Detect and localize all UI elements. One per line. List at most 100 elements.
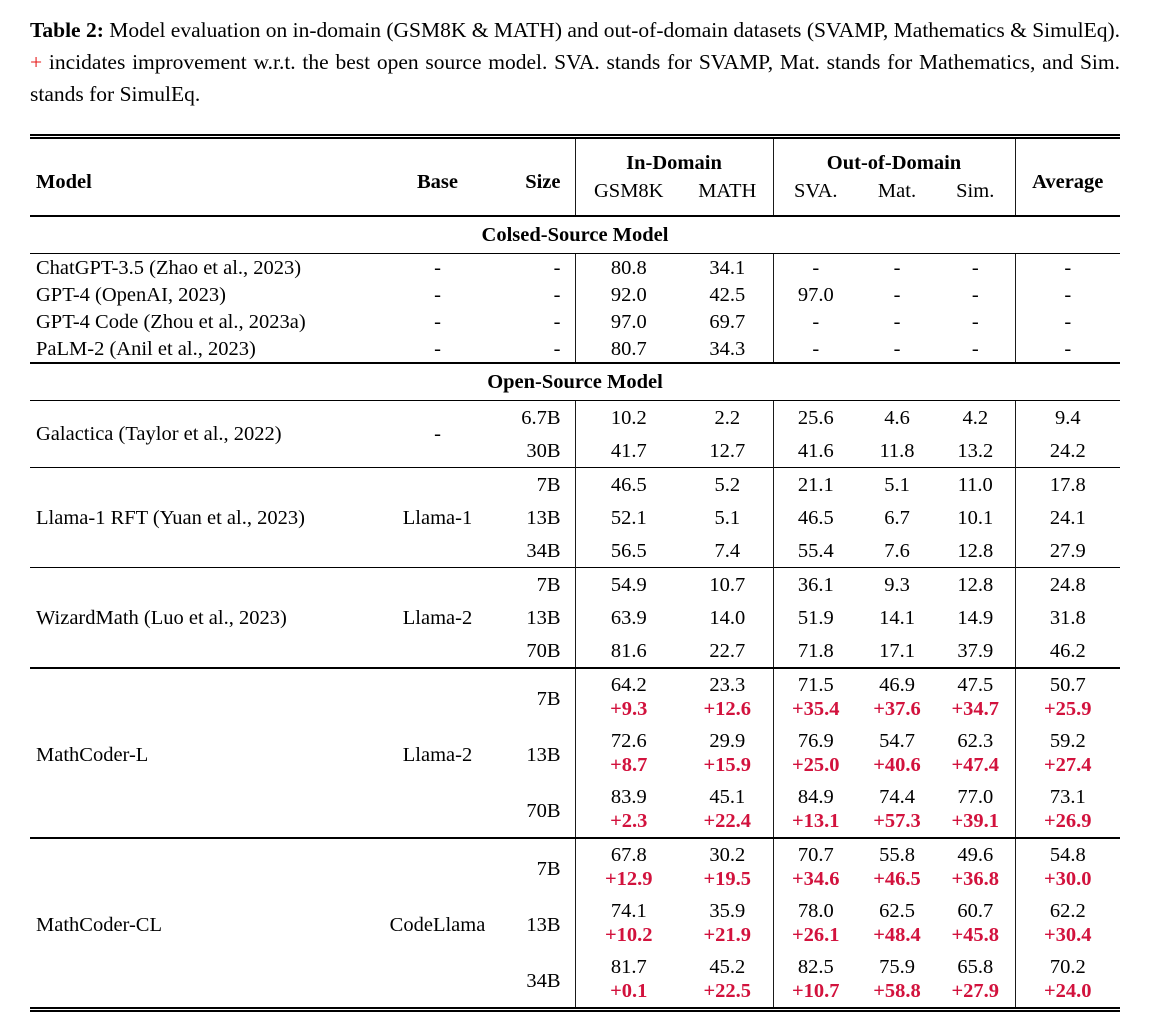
score-value: 69.7 <box>682 308 774 335</box>
table-body: Colsed-Source Model ChatGPT-3.5 (Zhao et … <box>30 216 1120 1010</box>
score-value: 46.2 <box>1049 639 1086 662</box>
model-name: MathCoder-L <box>36 744 149 766</box>
score-value: 73.1 <box>1049 786 1086 808</box>
delta-row: +2.3 +22.4 +13.1 +57.3 +39.1 +26.9 <box>30 809 1120 838</box>
score-value: 62.3 <box>936 725 1016 753</box>
score-value: 70.2 <box>1049 956 1086 978</box>
score-delta: +26.9 <box>1043 810 1092 832</box>
delta-row: +12.9 +19.5 +34.6 +46.5 +36.8 +30.0 <box>30 867 1120 895</box>
score-value: 14.1 <box>879 606 915 629</box>
score-value: - <box>936 308 1016 335</box>
delta-row: +0.1 +22.5 +10.7 +58.8 +27.9 +24.0 <box>30 979 1120 1010</box>
column-header-size: Size <box>500 136 576 216</box>
table-row: 70B 83.9 45.1 84.9 74.4 77.0 73.1 <box>30 781 1120 838</box>
base-model: - <box>434 337 441 360</box>
table-row: 30B 41.7 12.7 41.6 11.8 13.2 24.2 <box>30 434 1120 468</box>
score-value: 7.4 <box>682 534 774 568</box>
score-value: 77.0 <box>936 781 1016 809</box>
score-value: 67.8 <box>610 844 647 866</box>
score-value: 27.9 <box>1049 539 1086 562</box>
score-value: 2.2 <box>682 400 774 434</box>
column-header-svamp: SVA. <box>794 180 838 202</box>
score-delta: +10.7 <box>791 980 840 1002</box>
score-value: 30.2 <box>682 838 774 867</box>
score-value: 83.9 <box>610 786 647 808</box>
score-value: - <box>1064 337 1072 360</box>
score-value: 36.1 <box>797 573 834 596</box>
score-value: - <box>936 253 1016 281</box>
score-value: 63.9 <box>610 606 647 629</box>
column-header-average: Average <box>1032 171 1104 193</box>
score-value: 10.1 <box>936 501 1016 534</box>
table-row: Llama-1 RFT (Yuan et al., 2023) Llama-1 7B… <box>30 467 1120 529</box>
score-value: - <box>1064 310 1072 333</box>
score-delta: +35.4 <box>791 698 840 720</box>
model-name: MathCoder-CL <box>36 914 162 936</box>
score-value: 49.6 <box>936 838 1016 867</box>
score-delta: +19.5 <box>682 867 774 895</box>
score-value: 9.4 <box>1054 406 1081 429</box>
column-group-out-of-domain: Out-of-Domain <box>773 136 1016 177</box>
table-header: Model Base Size In-Domain Out-of-Domain … <box>30 136 1120 216</box>
section-header: Open-Source Model <box>30 363 1120 401</box>
score-value: 47.5 <box>936 668 1016 697</box>
model-name: Galactica (Taylor et al., 2022) <box>36 423 282 445</box>
score-value: 11.0 <box>936 467 1016 501</box>
delta-row: +9.3 +12.6 +35.4 +37.6 +34.7 +25.9 <box>30 697 1120 725</box>
caption-text-2: incidates improvement w.r.t. the best op… <box>30 50 1120 106</box>
model-name: GPT-4 (OpenAI, 2023) <box>36 283 226 306</box>
score-value: 17.1 <box>879 639 915 662</box>
score-value: 70.7 <box>797 844 834 866</box>
score-delta: +30.0 <box>1043 868 1092 890</box>
score-value: 41.7 <box>610 439 647 462</box>
score-value: 60.7 <box>936 895 1016 923</box>
table-row: 13B 72.6 29.9 76.9 54.7 62.3 59.2 <box>30 725 1120 781</box>
model-size: 13B <box>500 895 576 951</box>
score-value: 54.9 <box>610 573 647 596</box>
score-value: 14.9 <box>936 601 1016 634</box>
score-delta: +48.4 <box>873 924 921 946</box>
score-value: 65.8 <box>936 951 1016 979</box>
score-value: 78.0 <box>797 900 834 922</box>
model-size: 34B <box>500 534 576 568</box>
section-header: Colsed-Source Model <box>30 216 1120 254</box>
score-value: 13.2 <box>936 434 1016 468</box>
score-delta: +27.9 <box>936 979 1016 1010</box>
score-value: 10.2 <box>610 406 647 429</box>
model-name: Llama-1 RFT (Yuan et al., 2023) <box>36 506 305 529</box>
score-delta: +57.3 <box>873 810 921 832</box>
score-delta: +2.3 <box>610 810 648 832</box>
score-value: 62.5 <box>879 900 915 922</box>
base-model: Llama-2 <box>402 606 473 629</box>
score-value: 31.8 <box>1049 606 1086 629</box>
table-row: WizardMath (Luo et al., 2023) Llama-2 7B 54… <box>30 567 1120 629</box>
base-model: Llama-2 <box>402 744 473 766</box>
model-size: 13B <box>500 725 576 781</box>
score-value: 81.6 <box>610 639 647 662</box>
score-delta: +26.1 <box>791 924 840 946</box>
base-model: - <box>434 256 441 279</box>
score-value: 46.5 <box>797 506 834 529</box>
model-name: GPT-4 Code (Zhou et al., 2023a) <box>36 310 306 333</box>
score-delta: +12.9 <box>604 868 653 890</box>
score-delta: +0.1 <box>610 980 648 1002</box>
score-value: 29.9 <box>682 725 774 753</box>
score-value: 82.5 <box>797 956 834 978</box>
results-table: Model Base Size In-Domain Out-of-Domain … <box>30 134 1120 1012</box>
score-delta: +40.6 <box>873 754 921 776</box>
model-name: WizardMath (Luo et al., 2023) <box>36 606 287 629</box>
table-caption: Table 2: Model evaluation on in-domain (… <box>30 14 1120 110</box>
score-value: 5.1 <box>682 501 774 534</box>
model-size: 7B <box>500 467 576 501</box>
model-size: 7B <box>500 668 576 725</box>
score-value: 76.9 <box>797 730 834 752</box>
model-size: 34B <box>500 951 576 1010</box>
model-size: 70B <box>500 634 576 668</box>
caption-text-1: Model evaluation on in-domain (GSM8K & M… <box>109 18 1120 42</box>
model-size: 7B <box>500 567 576 601</box>
table-row: 34B 81.7 45.2 82.5 75.9 65.8 70.2 <box>30 951 1120 1010</box>
base-model: CodeLlama <box>389 914 486 936</box>
model-size: - <box>500 253 576 281</box>
score-delta: +25.0 <box>791 754 840 776</box>
